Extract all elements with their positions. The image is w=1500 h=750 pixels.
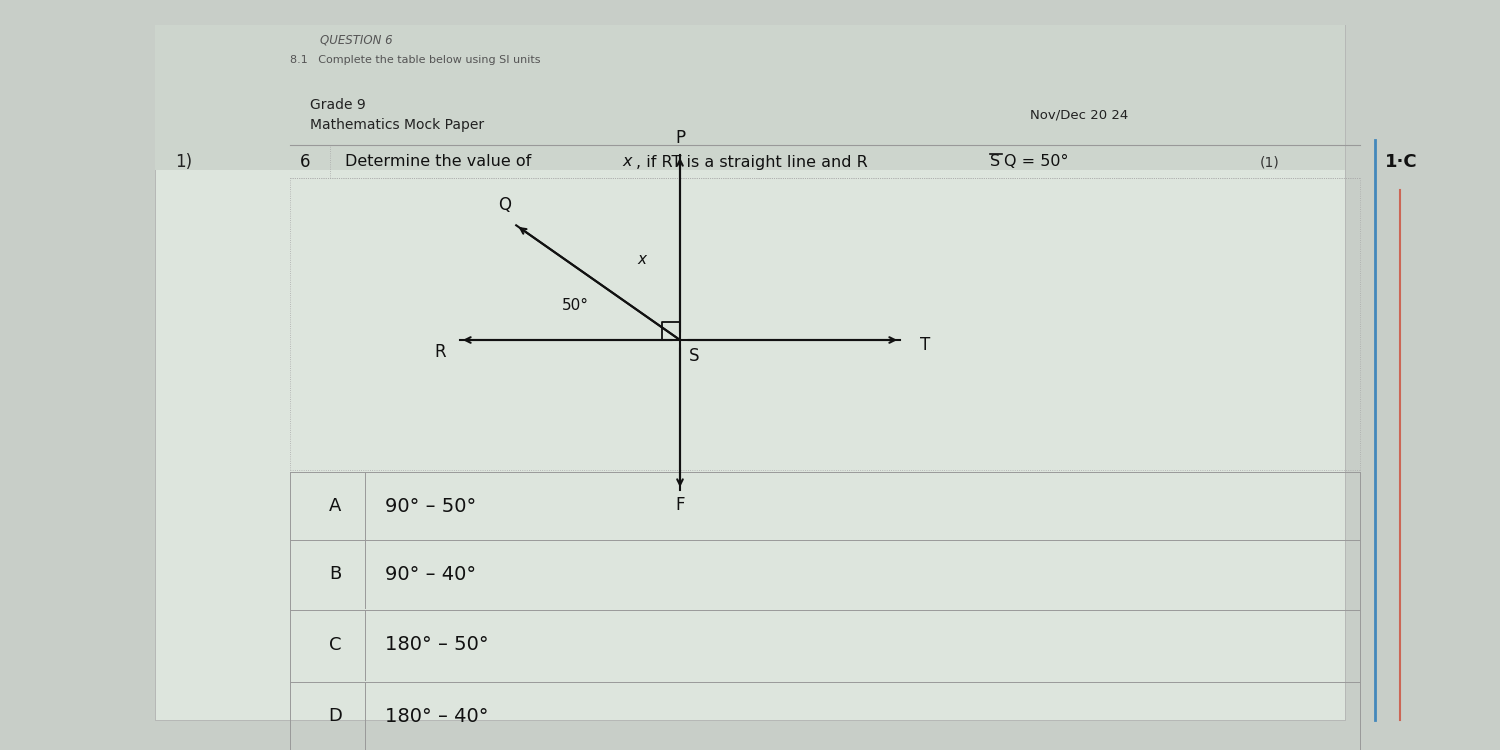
Text: 90° – 50°: 90° – 50° (386, 496, 477, 515)
Text: R: R (433, 343, 445, 361)
Text: Mathematics Mock Paper: Mathematics Mock Paper (310, 118, 484, 132)
Text: x: x (622, 154, 632, 170)
Text: 6: 6 (300, 153, 310, 171)
Text: QUESTION 6: QUESTION 6 (320, 34, 393, 46)
Text: Grade 9: Grade 9 (310, 98, 366, 112)
Text: (1): (1) (1260, 155, 1280, 169)
Text: A: A (328, 497, 340, 515)
Text: D: D (328, 707, 342, 725)
Text: 8.1   Complete the table below using SI units: 8.1 Complete the table below using SI un… (290, 55, 540, 65)
Text: S: S (990, 154, 1000, 170)
Text: Nov/Dec 20 24: Nov/Dec 20 24 (1030, 109, 1128, 122)
FancyBboxPatch shape (154, 25, 1346, 170)
Text: T: T (920, 336, 930, 354)
Text: Q: Q (498, 196, 510, 214)
Text: 1): 1) (176, 153, 192, 171)
Text: 1·C: 1·C (1384, 153, 1417, 171)
Text: F: F (675, 496, 684, 514)
Text: C: C (328, 636, 340, 654)
FancyBboxPatch shape (154, 25, 1346, 720)
Text: , if RT is a straight line and R: , if RT is a straight line and R (636, 154, 867, 170)
Text: Q = 50°: Q = 50° (1004, 154, 1068, 170)
Text: x: x (638, 253, 646, 268)
Text: P: P (675, 129, 686, 147)
Text: 90° – 40°: 90° – 40° (386, 565, 476, 584)
Text: 180° – 40°: 180° – 40° (386, 706, 489, 725)
Text: S: S (688, 347, 699, 365)
Text: 50°: 50° (561, 298, 588, 313)
Text: Determine the value of: Determine the value of (345, 154, 537, 170)
Text: B: B (328, 565, 340, 583)
Text: 180° – 50°: 180° – 50° (386, 635, 489, 655)
